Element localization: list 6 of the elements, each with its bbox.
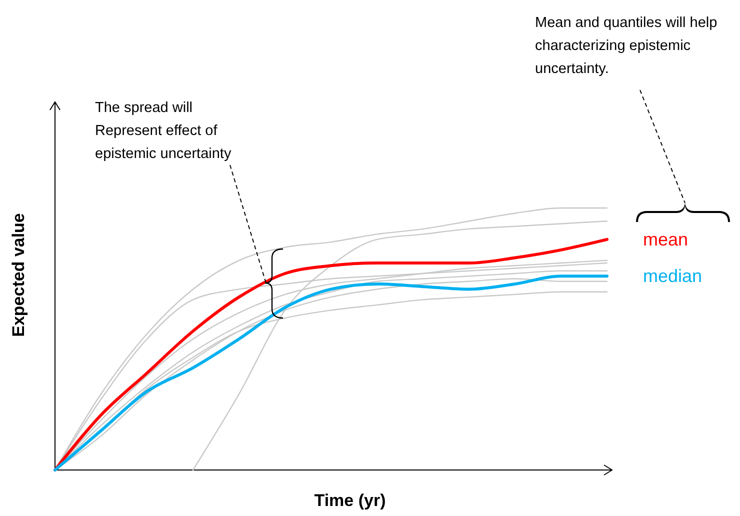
x-axis-title: Time (yr) <box>314 491 386 510</box>
text: The spread will Represent effect of epistemic uncertainty <box>95 100 232 162</box>
y-axis-title: Expected value <box>9 213 28 337</box>
text: Mean and quantiles will help characterizing epistemic uncertainty. <box>535 15 718 77</box>
series-label: median <box>643 266 702 286</box>
series-label: mean <box>643 229 688 250</box>
